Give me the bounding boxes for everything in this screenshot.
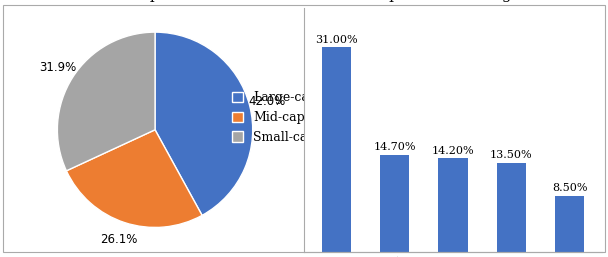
Text: 14.70%: 14.70% — [373, 142, 416, 152]
Text: 31.00%: 31.00% — [315, 35, 358, 45]
Bar — [438, 158, 468, 252]
Wedge shape — [155, 32, 253, 215]
Bar — [555, 196, 584, 252]
Bar — [497, 163, 526, 252]
Bar — [380, 155, 409, 252]
Wedge shape — [66, 130, 202, 227]
Title: Market Cap Allocation: Market Cap Allocation — [68, 0, 242, 2]
Bar — [322, 47, 351, 252]
Title: Top 5 Sector Weights: Top 5 Sector Weights — [371, 0, 535, 2]
Legend: Large-cap, Mid-cap, Small-cap: Large-cap, Mid-cap, Small-cap — [230, 89, 320, 146]
Text: 31.9%: 31.9% — [40, 61, 77, 74]
Text: 13.50%: 13.50% — [490, 150, 533, 160]
Text: 42.0%: 42.0% — [248, 95, 285, 108]
Text: 14.20%: 14.20% — [432, 145, 474, 155]
Text: 8.50%: 8.50% — [552, 183, 587, 193]
Wedge shape — [57, 32, 155, 171]
Text: 26.1%: 26.1% — [100, 233, 138, 246]
